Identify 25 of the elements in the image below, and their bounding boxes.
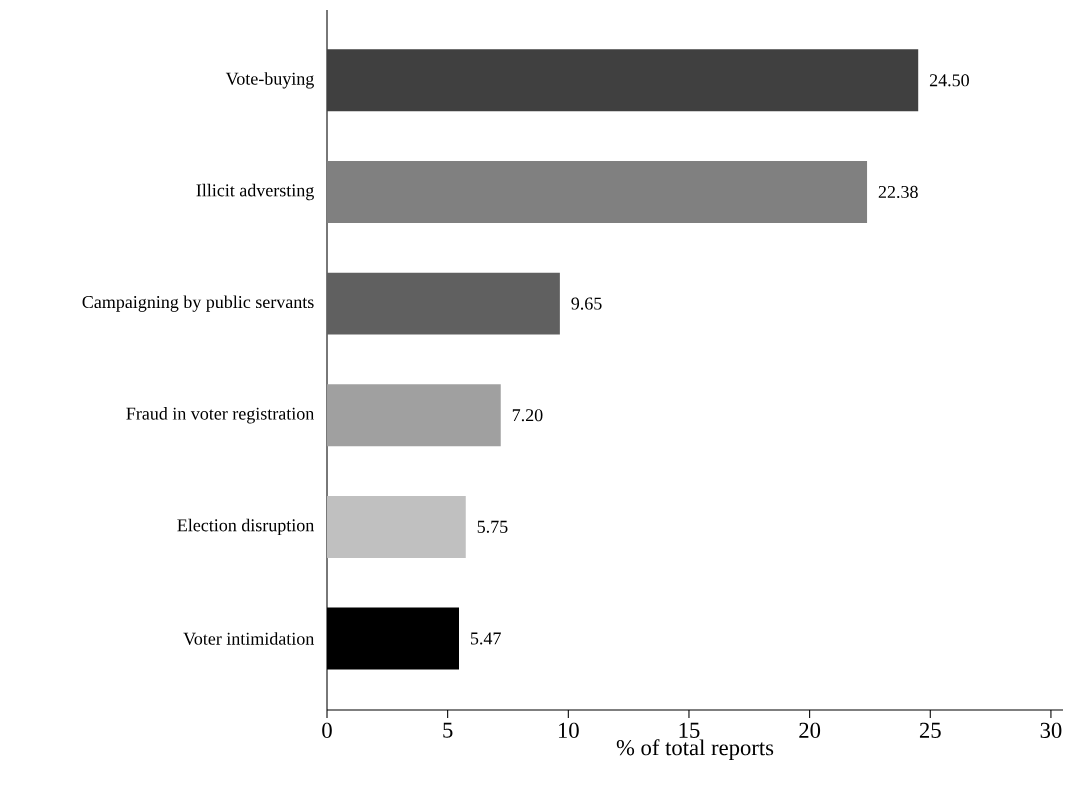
data-label: 24.50 (929, 74, 969, 87)
data-label: 22.38 (878, 185, 918, 199)
bar (327, 49, 919, 112)
x-tick-label: 10 (558, 722, 579, 739)
y-tick-label: Fraud in voter registration (126, 407, 315, 424)
y-tick-label: Campaigning by public servants (82, 295, 314, 312)
bar (327, 272, 560, 335)
x-axis-title: % of total reports (616, 739, 774, 760)
data-label: 7.20 (512, 409, 543, 422)
x-tick-label: 25 (919, 722, 941, 738)
y-tick-label: Illicit adversting (196, 183, 314, 201)
data-label: 5.47 (470, 632, 501, 645)
x-tick-label: 30 (1040, 722, 1062, 739)
y-tick-label: Vote-buying (225, 72, 314, 89)
x-tick-label: 15 (679, 722, 700, 738)
x-tick-label: 20 (799, 722, 821, 739)
data-label: 5.75 (477, 520, 508, 533)
data-label: 9.65 (571, 297, 602, 310)
bar (327, 160, 868, 223)
x-tick-label: 5 (443, 722, 453, 738)
y-tick-label: Election disruption (177, 518, 315, 536)
bar (327, 495, 466, 558)
y-tick-label: Voter intimidation (183, 632, 315, 645)
x-tick-label: 0 (322, 722, 332, 739)
bar (327, 384, 501, 447)
